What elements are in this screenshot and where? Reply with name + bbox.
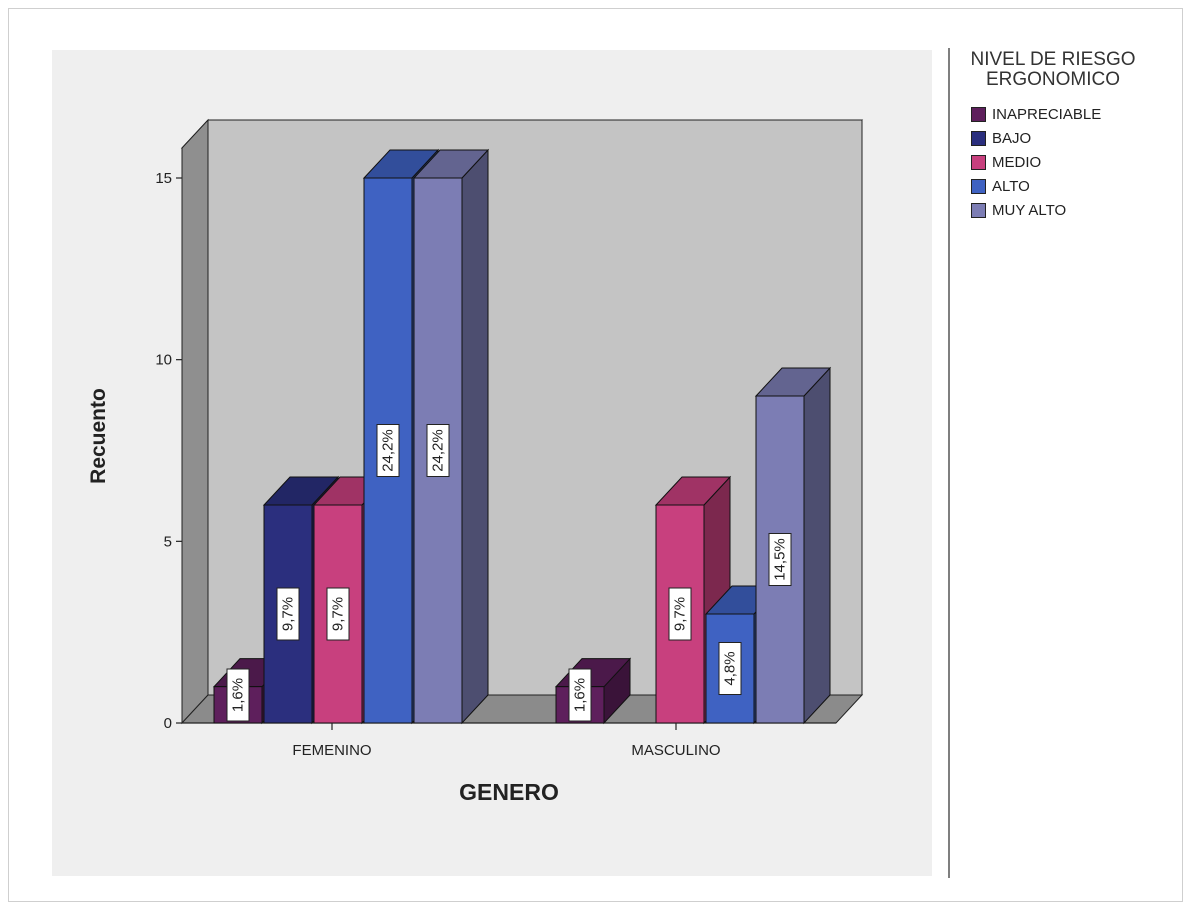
data-label-text: 1,6% [572,678,589,712]
data-label-text: 9,7% [330,597,347,631]
legend-label: INAPRECIABLE [992,105,1102,123]
data-label: 24,2% [426,424,450,477]
y-axis-title: Recuento [87,388,110,484]
legend-items: INAPRECIABLE BAJO MEDIO ALTO MUY ALTO [953,102,1153,222]
legend: NIVEL DE RIESGO ERGONOMICO INAPRECIABLE B… [953,50,1153,222]
bar-side [461,148,489,725]
data-label-text: 9,7% [672,597,689,631]
legend-item: INAPRECIABLE [971,102,1153,126]
legend-item: MUY ALTO [971,198,1153,222]
data-label: 9,7% [276,587,300,641]
y-axis: 0 5 10 15 [155,170,182,732]
data-label: 9,7% [326,587,350,641]
data-label: 9,7% [668,587,692,641]
data-label-text: 14,5% [772,538,789,581]
x-tick-label: MASCULINO [631,742,720,759]
legend-label: BAJO [992,129,1032,147]
y-tick-label: 0 [164,715,172,732]
y-tick-label: 10 [155,352,172,369]
legend-item: MEDIO [971,150,1153,174]
data-label-text: 9,7% [280,597,297,631]
legend-swatch [971,178,986,194]
bar [654,475,732,725]
legend-label: ALTO [992,177,1030,195]
data-label-text: 4,8% [722,651,739,685]
bar [412,148,490,725]
x-axis-categories: FEMENINO MASCULINO [292,723,721,759]
legend-swatch [971,202,986,218]
bar [754,366,832,725]
data-label: 24,2% [376,424,400,477]
data-label: 1,6% [226,668,250,722]
data-label-text: 1,6% [230,678,247,712]
data-label-text: 24,2% [380,429,397,472]
legend-swatch [971,106,986,122]
data-label-box [326,587,350,641]
data-label-box [668,587,692,641]
bar-side [803,366,831,725]
legend-item: BAJO [971,126,1153,150]
data-label-box [568,668,592,722]
legend-title: NIVEL DE RIESGO ERGONOMICO [970,49,1136,90]
legend-item: ALTO [971,174,1153,198]
data-label: 1,6% [568,668,592,722]
data-label-box [426,424,450,477]
data-label-box [226,668,250,722]
x-axis-title: GENERO [459,779,559,805]
data-label: 4,8% [718,642,742,695]
legend-swatch [971,130,986,146]
data-label-box [376,424,400,477]
data-label-box [276,587,300,641]
legend-label: MEDIO [992,153,1042,171]
data-label-text: 24,2% [430,429,447,472]
data-label-box [718,642,742,695]
x-tick-label: FEMENINO [292,742,371,759]
data-label-box [768,533,792,586]
bars: 1,6% 9,7% 9,7% 24,2% 24,2% 1,6% 9,7% 4,8% 14,5% [212,148,832,725]
legend-swatch [971,154,986,170]
legend-label: MUY ALTO [992,201,1067,219]
data-label: 14,5% [768,533,792,586]
y-tick-label: 15 [155,170,172,187]
y-tick-label: 5 [164,533,172,550]
left-wall [181,118,209,725]
